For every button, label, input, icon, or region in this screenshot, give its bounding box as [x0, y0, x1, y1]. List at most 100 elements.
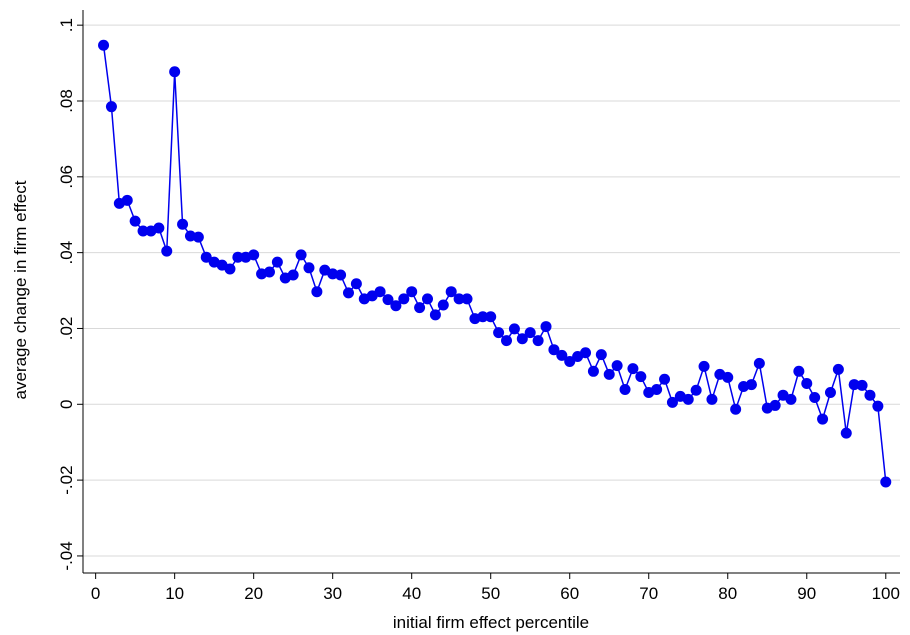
x-tick-label: 30 — [323, 584, 342, 603]
marker — [406, 286, 418, 298]
marker — [177, 218, 189, 230]
marker — [785, 393, 797, 405]
marker — [848, 379, 860, 391]
y-tick-label: .06 — [57, 165, 76, 189]
marker — [864, 389, 876, 401]
marker — [414, 302, 426, 314]
marker — [635, 371, 647, 383]
marker — [248, 249, 260, 261]
marker — [690, 384, 702, 396]
marker — [540, 321, 552, 333]
marker — [872, 400, 884, 412]
x-tick-label: 40 — [402, 584, 421, 603]
x-tick-label: 100 — [872, 584, 900, 603]
x-tick-label: 70 — [639, 584, 658, 603]
marker — [311, 286, 323, 298]
marker — [453, 293, 465, 305]
x-tick-label: 60 — [560, 584, 579, 603]
marker — [524, 327, 536, 339]
marker — [706, 393, 718, 405]
marker — [532, 335, 544, 347]
marker — [501, 335, 513, 347]
x-tick-label: 20 — [244, 584, 263, 603]
x-axis-label: initial firm effect percentile — [393, 613, 589, 632]
marker — [722, 371, 734, 383]
marker — [556, 349, 568, 361]
marker — [856, 379, 868, 391]
marker — [98, 39, 110, 51]
marker — [287, 269, 299, 281]
marker — [295, 249, 307, 261]
marker — [587, 365, 599, 377]
y-tick-label: .08 — [57, 89, 76, 113]
y-tick-label: .02 — [57, 317, 76, 341]
marker — [303, 262, 315, 274]
marker — [493, 327, 505, 339]
marker — [382, 294, 394, 306]
marker — [374, 286, 386, 298]
y-tick-label: .04 — [57, 241, 76, 265]
y-tick-label: -.04 — [57, 541, 76, 570]
marker — [508, 323, 520, 335]
line — [102, 45, 887, 483]
x-tick-label: 50 — [481, 584, 500, 603]
marker — [271, 256, 283, 268]
y-tick-label: 0 — [57, 400, 76, 409]
marker — [817, 413, 829, 425]
marker — [461, 293, 473, 305]
marker — [350, 278, 362, 290]
marker — [666, 396, 678, 408]
marker — [698, 360, 710, 372]
x-tick-label: 80 — [718, 584, 737, 603]
marker — [335, 269, 347, 281]
marker — [619, 384, 631, 396]
marker — [398, 293, 410, 305]
marker — [232, 251, 244, 263]
marker — [832, 363, 844, 375]
y-tick-label: -.02 — [57, 465, 76, 494]
marker — [429, 309, 441, 321]
marker — [421, 293, 433, 305]
marker — [769, 399, 781, 411]
marker — [603, 368, 615, 380]
marker — [745, 379, 757, 391]
marker — [801, 377, 813, 389]
marker — [342, 287, 354, 299]
marker — [880, 476, 892, 488]
marker — [477, 311, 489, 323]
marker — [580, 347, 592, 359]
marker — [129, 215, 141, 227]
marker — [169, 66, 181, 78]
marker — [263, 266, 275, 278]
marker — [105, 101, 117, 113]
marker — [809, 391, 821, 403]
marker — [390, 300, 402, 312]
x-tick-label: 0 — [91, 584, 100, 603]
marker — [445, 286, 457, 298]
marker — [659, 373, 671, 385]
marker — [485, 311, 497, 323]
marker — [137, 225, 149, 237]
marker — [824, 387, 836, 399]
marker — [516, 333, 528, 345]
marker — [730, 403, 742, 415]
marker — [611, 360, 623, 372]
marker — [224, 263, 236, 275]
marker — [161, 245, 173, 257]
marker — [753, 357, 765, 369]
y-axis-label: average change in firm effect — [11, 180, 30, 399]
marker — [595, 349, 607, 361]
marker — [840, 427, 852, 439]
marker — [200, 251, 212, 263]
marker — [192, 231, 204, 243]
marker — [437, 299, 449, 311]
marker — [153, 222, 165, 234]
marker — [651, 384, 663, 396]
x-tick-label: 90 — [797, 584, 816, 603]
marker — [682, 393, 694, 405]
marker — [627, 363, 639, 375]
x-tick-label: 10 — [165, 584, 184, 603]
marker — [564, 355, 576, 367]
marker — [793, 365, 805, 377]
